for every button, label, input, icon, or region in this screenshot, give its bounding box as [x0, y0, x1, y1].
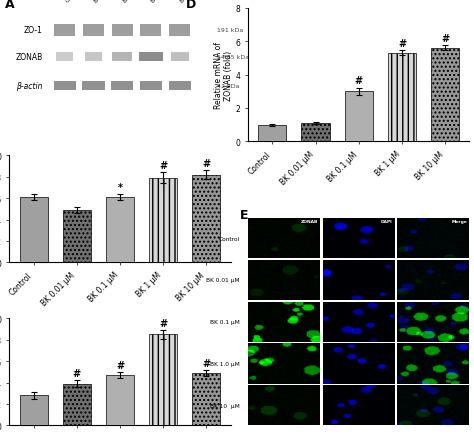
Bar	[106, 375, 134, 425]
Text: ZONAB: ZONAB	[15, 53, 43, 62]
Text: #: #	[159, 161, 167, 171]
Bar	[82, 82, 105, 91]
Bar	[54, 25, 75, 36]
Bar	[19, 395, 47, 425]
Text: #: #	[73, 368, 81, 378]
Bar	[149, 335, 177, 425]
Bar	[112, 53, 132, 62]
Text: #: #	[398, 39, 406, 49]
Y-axis label: Relative mRNA of
ZONAB (fold): Relative mRNA of ZONAB (fold)	[213, 42, 233, 109]
Text: #: #	[355, 76, 363, 86]
Bar	[111, 82, 133, 91]
Bar	[258, 125, 286, 142]
Bar	[192, 373, 220, 425]
Text: A: A	[5, 0, 15, 11]
Text: BK 0.1 μM: BK 0.1 μM	[210, 319, 239, 325]
Bar	[388, 54, 416, 142]
Text: Merge: Merge	[451, 220, 467, 224]
Text: 191 kDa: 191 kDa	[217, 28, 244, 33]
Text: #: #	[202, 358, 210, 368]
Text: BK 10  μM: BK 10 μM	[210, 403, 239, 408]
Text: E: E	[239, 209, 248, 221]
Text: BK 1.0 μM: BK 1.0 μM	[210, 361, 239, 366]
Text: BK 0.01 μM: BK 0.01 μM	[206, 278, 239, 283]
Text: Control: Control	[65, 0, 84, 4]
Bar	[139, 53, 163, 62]
Text: #: #	[159, 318, 167, 328]
Bar	[171, 53, 189, 62]
Text: #: #	[441, 34, 449, 44]
Bar	[192, 175, 220, 263]
Text: #: #	[116, 360, 124, 370]
Bar	[149, 178, 177, 263]
Bar	[112, 25, 133, 36]
Bar	[85, 53, 102, 62]
Text: DAPI: DAPI	[381, 220, 392, 224]
Text: Control: Control	[219, 236, 239, 241]
Bar	[345, 92, 373, 142]
Text: 42 kDa: 42 kDa	[217, 84, 240, 89]
Bar	[431, 49, 459, 142]
Bar	[63, 210, 91, 263]
Text: 54 65 kDa: 54 65 kDa	[217, 55, 249, 59]
Text: #: #	[202, 159, 210, 169]
Text: BK 1 μM: BK 1 μM	[151, 0, 173, 4]
Bar	[169, 82, 191, 91]
Bar	[83, 25, 104, 36]
Text: D: D	[186, 0, 197, 11]
Text: BK 10 μM: BK 10 μM	[180, 0, 204, 4]
Bar	[140, 82, 162, 91]
Bar	[106, 197, 134, 263]
Bar	[19, 197, 47, 263]
Bar	[56, 53, 73, 62]
Text: *: *	[118, 182, 122, 192]
Bar	[140, 25, 162, 36]
Text: BK 0.1 μM: BK 0.1 μM	[122, 0, 148, 4]
Bar	[301, 124, 329, 142]
Text: ZONAB: ZONAB	[301, 220, 318, 224]
Bar	[169, 25, 190, 36]
Text: ZO-1: ZO-1	[24, 26, 43, 35]
Text: β-actin: β-actin	[16, 82, 43, 91]
Bar	[63, 384, 91, 425]
Bar	[54, 82, 76, 91]
Text: BK 0.01 μM: BK 0.01 μM	[93, 0, 122, 4]
